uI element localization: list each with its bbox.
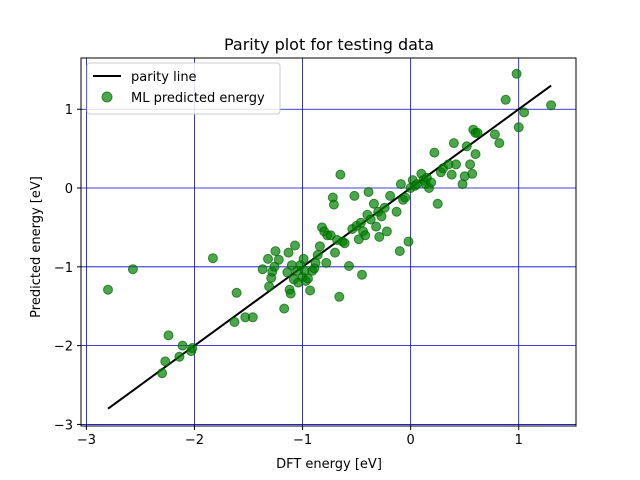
y-tick-label: −3 xyxy=(54,418,73,433)
data-point xyxy=(270,246,281,257)
data-point xyxy=(363,187,374,197)
legend-parity-label: parity line xyxy=(131,70,197,85)
data-point xyxy=(513,122,524,133)
data-point xyxy=(546,100,557,111)
data-point xyxy=(163,330,174,341)
y-axis-ticks: −3 −2 −1 0 1 xyxy=(54,103,81,433)
data-point xyxy=(467,168,478,179)
data-point xyxy=(229,317,240,327)
x-tick-label: −2 xyxy=(185,433,204,448)
data-point xyxy=(103,284,113,295)
x-tick-label: 0 xyxy=(406,433,414,448)
data-point xyxy=(231,287,242,298)
data-point xyxy=(489,129,500,140)
plot-frame xyxy=(80,57,577,427)
data-point xyxy=(279,303,290,314)
data-point xyxy=(385,190,396,201)
y-tick-label: 1 xyxy=(65,103,73,118)
data-point xyxy=(257,264,268,275)
data-point xyxy=(290,240,300,251)
x-axis-label: DFT energy [eV] xyxy=(276,457,382,472)
data-point xyxy=(263,253,273,264)
data-point xyxy=(494,138,505,149)
data-point xyxy=(328,199,339,210)
data-point xyxy=(519,107,530,118)
data-point xyxy=(394,246,405,257)
data-point xyxy=(451,159,461,170)
x-axis-ticks: −3 −2 −1 0 1 xyxy=(77,426,523,448)
data-point xyxy=(374,231,385,242)
data-point xyxy=(446,169,457,180)
data-point xyxy=(511,68,522,79)
data-point xyxy=(314,241,325,252)
legend-scatter-swatch xyxy=(101,91,113,103)
data-point xyxy=(330,247,340,258)
data-point xyxy=(247,312,258,323)
y-tick-label: −1 xyxy=(54,261,73,276)
data-point xyxy=(381,226,392,237)
data-point xyxy=(403,236,414,247)
data-point xyxy=(298,253,309,264)
data-point xyxy=(285,288,296,299)
data-point xyxy=(305,285,316,296)
plot-area xyxy=(80,57,577,427)
data-point xyxy=(303,273,313,284)
data-point xyxy=(269,261,280,272)
data-point xyxy=(395,179,406,190)
data-point xyxy=(127,264,138,275)
data-point xyxy=(344,261,354,271)
data-point xyxy=(432,198,443,209)
data-point xyxy=(312,250,323,260)
x-tick-label: −1 xyxy=(293,433,312,448)
data-point xyxy=(400,192,411,203)
data-point xyxy=(376,211,387,222)
data-point xyxy=(321,257,332,268)
y-axis-label: Predicted energy [eV] xyxy=(29,176,44,318)
grid-lines xyxy=(81,58,576,426)
data-point xyxy=(472,127,483,138)
x-tick-label: −3 xyxy=(77,433,96,448)
data-point xyxy=(160,356,171,367)
data-point xyxy=(282,267,293,278)
data-point xyxy=(355,217,366,228)
data-point xyxy=(391,206,402,217)
data-point xyxy=(371,221,382,232)
legend: parity line ML predicted energy xyxy=(86,62,281,115)
data-point xyxy=(357,269,367,280)
data-point xyxy=(365,214,376,225)
data-point xyxy=(426,177,437,188)
data-point xyxy=(335,169,346,180)
data-point xyxy=(273,254,284,265)
y-tick-label: −2 xyxy=(54,340,73,355)
parity-line xyxy=(107,84,552,410)
data-point xyxy=(461,141,472,152)
chart-title: Parity plot for testing data xyxy=(224,35,434,54)
data-point xyxy=(157,368,168,379)
data-point xyxy=(283,247,294,258)
legend-box xyxy=(86,62,281,115)
data-point xyxy=(349,190,360,201)
data-point xyxy=(334,291,345,302)
legend-scatter-label: ML predicted energy xyxy=(131,91,265,106)
data-point xyxy=(264,281,275,292)
data-point xyxy=(174,351,185,362)
data-point xyxy=(470,149,481,160)
data-point xyxy=(379,202,390,213)
data-point xyxy=(339,238,350,249)
data-point xyxy=(429,147,440,158)
x-tick-label: 1 xyxy=(515,433,523,448)
data-point xyxy=(448,138,459,149)
data-point xyxy=(187,343,198,353)
data-point xyxy=(368,198,379,209)
data-point xyxy=(500,94,511,105)
data-point xyxy=(207,253,218,264)
data-point xyxy=(177,340,188,351)
data-point xyxy=(465,159,476,170)
scatter-points xyxy=(103,68,557,379)
y-tick-label: 0 xyxy=(65,182,73,197)
data-point xyxy=(360,230,371,241)
